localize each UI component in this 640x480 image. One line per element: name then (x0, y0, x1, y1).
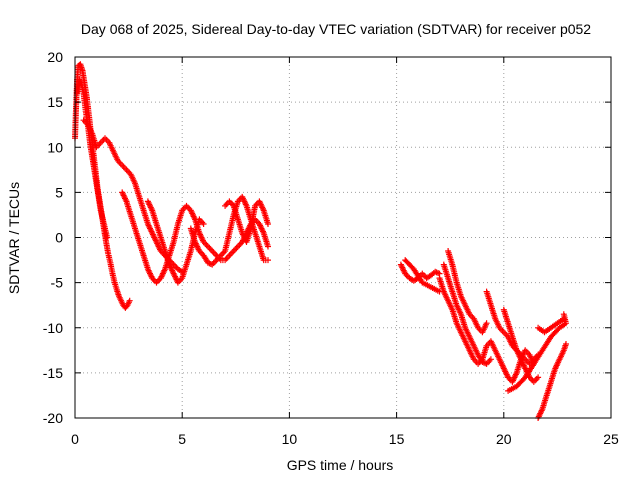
marker-path-6 (222, 198, 271, 245)
y-tick-label-8: 20 (47, 49, 63, 65)
grid-lines (75, 57, 611, 418)
series-track-5 (144, 198, 207, 286)
x-tick-label-2: 10 (282, 431, 298, 447)
series-track-15 (505, 311, 569, 394)
x-tick-label-0: 0 (71, 431, 79, 447)
marker-path-4 (144, 198, 207, 286)
y-tick-label-6: 10 (47, 139, 63, 155)
y-tick-label-0: -20 (43, 410, 63, 426)
y-axis-label: SDTVAR / TECUs (6, 182, 22, 294)
marker-path-11 (445, 248, 490, 336)
x-tick-label-5: 25 (603, 431, 619, 447)
axis-ticks: 0 5 10 15 20 25 -20 -15 -10 -5 0 5 10 15 20 (43, 49, 619, 447)
marker-path-10 (440, 261, 494, 367)
series-track-1 (72, 61, 133, 311)
data-points (72, 61, 569, 421)
marker-path-16 (535, 315, 567, 336)
y-tick-label-7: 15 (47, 94, 63, 110)
marker-path-8 (402, 257, 443, 295)
x-tick-label-3: 15 (389, 431, 405, 447)
series-track-17 (535, 315, 567, 336)
x-tick-label-4: 20 (496, 431, 512, 447)
y-tick-label-3: -5 (51, 275, 64, 291)
series-track-11 (440, 261, 494, 367)
x-axis-label: GPS time / hours (287, 457, 394, 473)
marker-path-0 (72, 61, 133, 311)
series-track-12 (445, 248, 490, 336)
series-track-2 (74, 76, 111, 241)
y-tick-label-1: -15 (43, 365, 63, 381)
series-track-7 (222, 198, 271, 245)
series-track-8 (397, 261, 443, 284)
y-tick-label-4: 0 (55, 230, 63, 246)
x-tick-label-1: 5 (178, 431, 186, 447)
marker-path-14 (505, 311, 569, 394)
y-tick-label-2: -10 (43, 320, 63, 336)
marker-path-1 (74, 76, 111, 241)
series-track-9 (402, 257, 443, 295)
marker-path-7 (397, 261, 443, 284)
chart-title: Day 068 of 2025, Sidereal Day-to-day VTE… (81, 21, 591, 37)
y-tick-label-5: 5 (55, 184, 63, 200)
